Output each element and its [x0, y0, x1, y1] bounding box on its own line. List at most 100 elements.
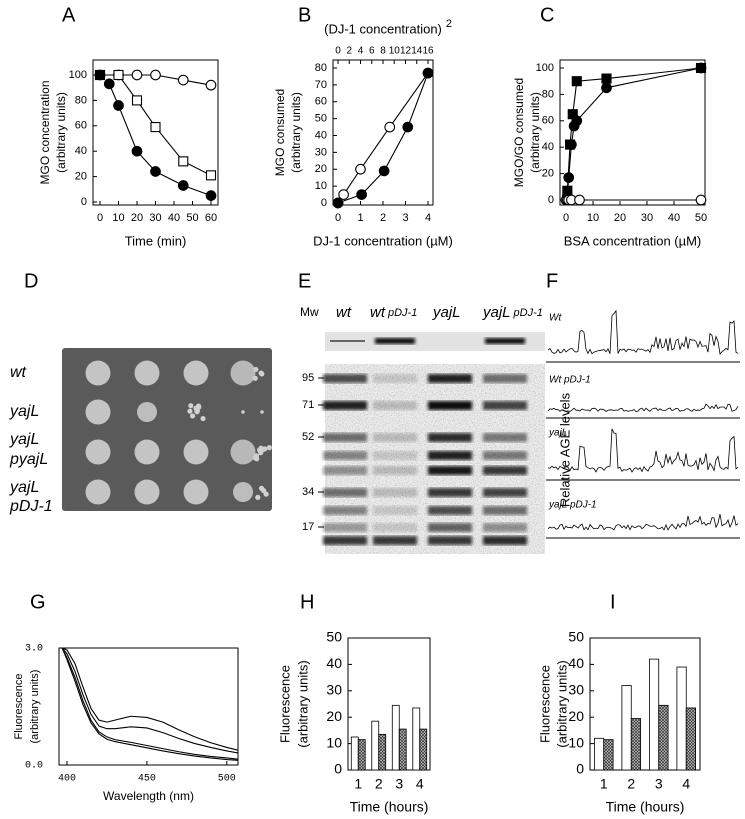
x2-axis-label: (DJ-1 concentration) — [324, 21, 442, 36]
marker — [601, 82, 612, 94]
plot-frame — [589, 637, 701, 771]
x-tick-label: 1 — [357, 212, 363, 224]
marker — [563, 172, 575, 183]
x-tick-label: 30 — [149, 212, 161, 224]
x2-tick-label: 4 — [358, 46, 364, 57]
colony — [252, 375, 258, 381]
panel-letter: E — [298, 270, 311, 292]
bar — [649, 658, 660, 771]
trace-label: Wt — [549, 313, 562, 324]
x-tick-label: 50 — [695, 212, 707, 224]
colony — [189, 413, 196, 419]
panel-letter: G — [30, 591, 46, 613]
y-tick-label: 0 — [548, 194, 554, 206]
panel-letter: H — [300, 591, 314, 613]
x2-axis-label-superscript: 2 — [446, 18, 452, 30]
marker — [94, 69, 106, 81]
colony — [257, 447, 263, 453]
marker — [402, 121, 414, 133]
x-tick-label: 0 — [97, 212, 103, 224]
bar — [412, 707, 421, 771]
x-tick-label: 500 — [218, 774, 236, 785]
strain-label: pDJ-1 — [9, 498, 53, 515]
panel-letter: I — [610, 591, 616, 613]
x2-tick-label: 2 — [346, 46, 352, 57]
x2-tick-label: 12 — [400, 46, 412, 57]
y-tick-label: 3.0 — [25, 644, 43, 655]
y-axis-label: MGO consumed — [273, 89, 287, 176]
y-tick-label: 0 — [81, 196, 87, 208]
y-tick-label: 20 — [542, 168, 554, 180]
x-tick-label: 40 — [668, 212, 680, 224]
y-tick-label: 60 — [315, 96, 327, 108]
x2-tick-label: 8 — [380, 46, 386, 57]
plate — [62, 348, 272, 511]
x-tick-label: 4 — [416, 776, 424, 792]
colony — [196, 404, 202, 410]
colony — [183, 439, 209, 465]
panel-letter: D — [24, 270, 38, 292]
series-line — [566, 67, 702, 191]
plot-frame — [347, 637, 431, 771]
series-line — [337, 72, 429, 204]
y-tick-label: 30 — [315, 146, 327, 158]
colony — [134, 479, 160, 505]
y-axis-label: (arbitrary units) — [54, 92, 68, 173]
bar — [676, 666, 687, 771]
y-tick-label: 10 — [568, 734, 584, 750]
panel-d: D wt yajL yajL pyajL yajL pDJ-1 — [9, 270, 272, 515]
colony — [183, 360, 209, 386]
bar — [658, 704, 669, 771]
bar — [419, 728, 428, 771]
y-tick-label: 0 — [334, 761, 342, 777]
x2-tick-label: 6 — [369, 46, 375, 57]
y-tick-label: 80 — [315, 62, 327, 74]
colony — [252, 455, 258, 461]
mw-marker: 52 — [302, 431, 314, 443]
trace — [547, 428, 739, 473]
x-tick-label: 2 — [627, 776, 635, 792]
trace — [547, 309, 739, 355]
y-tick-label: 40 — [75, 145, 87, 157]
plot-frame — [559, 59, 706, 206]
marker — [601, 73, 612, 84]
gel-band — [485, 338, 525, 344]
marker — [566, 139, 577, 150]
y-tick-label: 0.0 — [25, 761, 43, 772]
y-tick-label: 100 — [536, 62, 554, 74]
colony — [188, 403, 194, 409]
y-tick-label: 60 — [542, 115, 554, 127]
colony — [230, 439, 256, 465]
y-tick-label: 20 — [568, 708, 584, 724]
mw-label: Mw — [300, 305, 319, 319]
bar — [630, 718, 642, 771]
lane-label-part: yajL — [482, 304, 511, 321]
marker — [177, 180, 189, 191]
marker — [150, 166, 161, 177]
bar — [350, 736, 359, 771]
bar — [371, 720, 380, 771]
x-tick-label: 3 — [395, 776, 403, 792]
gel-speckle — [325, 364, 545, 554]
x-tick-label: 3 — [655, 776, 663, 792]
marker — [150, 122, 161, 133]
gel-band — [375, 338, 415, 344]
x-tick-label: 10 — [112, 212, 124, 224]
marker — [356, 189, 367, 200]
marker — [178, 156, 189, 167]
y-tick-label: 0 — [321, 197, 327, 209]
x2-tick-label: 16 — [422, 46, 434, 57]
y-axis-label: Fluorescence — [13, 673, 25, 739]
panel-letter: B — [298, 4, 311, 26]
series-line — [61, 647, 239, 761]
y-tick-label: 20 — [326, 708, 342, 724]
bar — [621, 685, 632, 771]
y-tick-label: 80 — [75, 94, 87, 106]
y-tick-label: 50 — [568, 629, 584, 645]
colony — [253, 366, 259, 373]
marker — [355, 163, 366, 175]
